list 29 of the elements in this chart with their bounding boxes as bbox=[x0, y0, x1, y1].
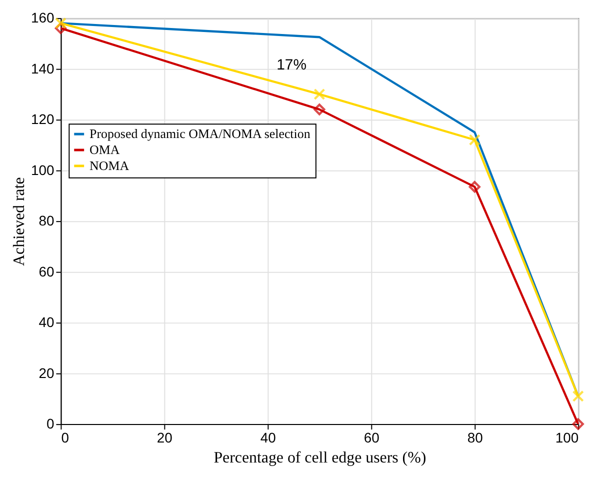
y-tick-label: 100 bbox=[30, 162, 54, 178]
point bbox=[314, 104, 326, 116]
y-tick-label: 120 bbox=[30, 111, 54, 128]
y-tick-label: 40 bbox=[38, 314, 54, 330]
legend-label: NOMA bbox=[90, 158, 130, 173]
x-tick-label: 80 bbox=[467, 429, 484, 446]
y-tick-label: 160 bbox=[30, 10, 54, 26]
y-tick-label: 0 bbox=[46, 416, 54, 432]
y-tick-label: 20 bbox=[38, 364, 54, 381]
point bbox=[54, 17, 67, 29]
point bbox=[572, 418, 584, 430]
x-tick-label: 20 bbox=[156, 429, 173, 446]
x-tick-label: 0 bbox=[61, 429, 70, 446]
legend-label: OMA bbox=[90, 142, 120, 157]
point bbox=[572, 390, 584, 402]
point bbox=[54, 22, 67, 34]
y-tick-label: 140 bbox=[30, 60, 54, 76]
x-tick-label: 40 bbox=[260, 429, 276, 446]
x-tick-label: 100 bbox=[555, 429, 579, 446]
y-axis-title: Achieved rate bbox=[11, 177, 28, 266]
annotation: 17% bbox=[276, 56, 306, 74]
point bbox=[314, 88, 326, 100]
y-tick-label: 80 bbox=[38, 212, 54, 229]
point bbox=[468, 181, 480, 193]
legend-label: Proposed dynamic OMA/NOMA selection bbox=[90, 126, 311, 142]
point bbox=[468, 134, 480, 146]
x-axis-title: Percentage of cell edge users (%) bbox=[214, 449, 426, 466]
x-tick-label: 60 bbox=[364, 429, 380, 446]
y-tick-label: 60 bbox=[38, 263, 54, 280]
